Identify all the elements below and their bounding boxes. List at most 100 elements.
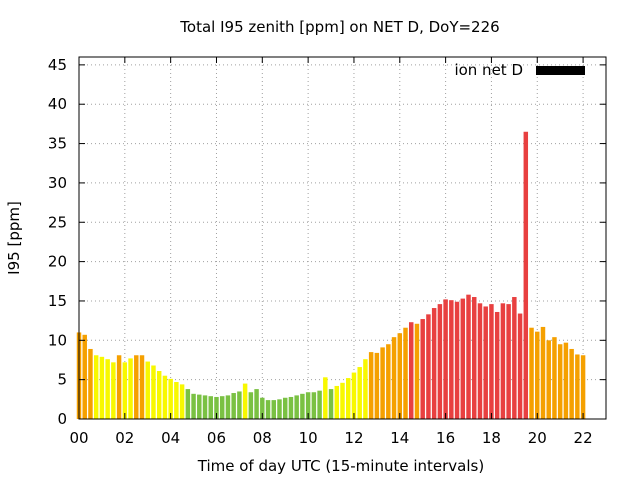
- plot-frame: [78, 56, 607, 420]
- x-tick-label: 18: [482, 429, 501, 447]
- bar: [374, 352, 380, 419]
- y-tick-label: 40: [48, 95, 67, 113]
- bar: [397, 333, 403, 419]
- bar: [197, 394, 202, 419]
- bar: [431, 308, 437, 419]
- bar: [368, 352, 374, 419]
- bar: [317, 390, 322, 419]
- bar: [174, 382, 179, 419]
- bar: [93, 355, 99, 419]
- bar: [122, 362, 128, 419]
- x-tick-label: 10: [299, 429, 318, 447]
- bar: [294, 395, 299, 419]
- bar: [512, 297, 517, 419]
- bar: [145, 361, 150, 419]
- bar: [380, 347, 385, 419]
- bar: [460, 298, 466, 419]
- bar: [529, 327, 534, 419]
- bar: [552, 337, 557, 419]
- bar: [311, 392, 317, 419]
- bar: [345, 378, 351, 419]
- x-tick-label: 20: [528, 429, 547, 447]
- x-tick-label: 02: [115, 429, 134, 447]
- bar: [248, 392, 254, 419]
- x-tick-label: 14: [390, 429, 409, 447]
- bar: [472, 297, 477, 419]
- x-tick-label: 00: [69, 429, 88, 447]
- bar: [277, 399, 282, 419]
- bar: [563, 342, 569, 419]
- bar: [351, 372, 357, 419]
- bar: [260, 397, 265, 419]
- bar: [168, 378, 173, 419]
- bar: [214, 396, 219, 419]
- bar: [116, 355, 122, 419]
- bar: [569, 348, 574, 419]
- bar: [483, 306, 488, 419]
- bar: [334, 385, 340, 419]
- bar: [409, 322, 414, 419]
- bar: [305, 392, 311, 419]
- bar: [231, 393, 236, 419]
- bar: [179, 384, 185, 419]
- y-tick-label: 45: [48, 56, 67, 74]
- x-tick-label: 04: [161, 429, 180, 447]
- bar: [489, 304, 494, 419]
- y-tick-label: 10: [48, 331, 67, 349]
- bar: [391, 337, 397, 419]
- bar: [437, 304, 443, 419]
- bar: [111, 362, 116, 419]
- bar: [454, 301, 460, 419]
- bar: [105, 359, 110, 419]
- y-axis-title: I95 [ppm]: [5, 201, 23, 275]
- bar: [208, 396, 213, 419]
- bar: [139, 355, 145, 419]
- x-tick-label: 16: [436, 429, 455, 447]
- x-axis-title: Time of day UTC (15-minute intervals): [197, 457, 484, 475]
- bar: [575, 354, 580, 419]
- bar: [300, 393, 305, 419]
- bar: [414, 323, 420, 419]
- chart-title: Total I95 zenith [ppm] on NET D, DoY=226: [179, 18, 499, 36]
- bar: [420, 319, 425, 419]
- y-tick-label: 30: [48, 174, 67, 192]
- bar: [466, 294, 471, 419]
- bar: [546, 340, 551, 419]
- bar: [500, 303, 506, 419]
- bar: [151, 365, 156, 419]
- bar: [288, 396, 294, 419]
- bar: [328, 389, 334, 419]
- bar: [386, 344, 391, 419]
- bar: [88, 348, 93, 419]
- legend-label: ion net D: [454, 61, 523, 79]
- bar: [323, 377, 328, 419]
- bar: [557, 344, 563, 419]
- y-tick-label: 0: [57, 410, 67, 428]
- bar: [540, 326, 546, 419]
- bar: [426, 314, 431, 419]
- bar: [271, 400, 276, 419]
- bar: [162, 375, 168, 419]
- bar: [363, 359, 368, 419]
- y-tick-label: 5: [57, 371, 67, 389]
- bar: [403, 327, 408, 419]
- legend-swatch: [536, 66, 585, 75]
- bar: [282, 397, 288, 419]
- bar: [242, 383, 248, 419]
- bar: [202, 395, 208, 419]
- legend: ion net D: [454, 61, 585, 79]
- bars: [76, 131, 586, 419]
- bar: [506, 304, 511, 419]
- bar: [580, 355, 586, 419]
- x-tick-label: 12: [344, 429, 363, 447]
- bar: [535, 331, 540, 419]
- bar: [254, 389, 259, 419]
- bar: [225, 395, 231, 419]
- y-tick-label: 35: [48, 135, 67, 153]
- y-tick-label: 20: [48, 253, 67, 271]
- bar: [219, 396, 225, 419]
- bar: [237, 391, 242, 419]
- grid: [79, 57, 606, 419]
- bar: [517, 313, 523, 419]
